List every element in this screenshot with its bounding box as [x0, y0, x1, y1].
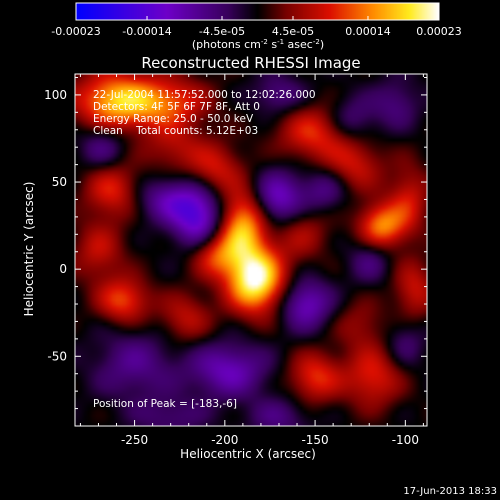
colorbar-tick-label: -4.5e-05	[199, 25, 245, 38]
chart-title: Reconstructed RHESSI Image	[141, 54, 360, 72]
x-tick-label: -250	[121, 433, 148, 447]
colorbar-tick-label: -0.00023	[51, 25, 100, 38]
x-tick-label: -150	[301, 433, 328, 447]
colorbar-frame	[75, 2, 440, 21]
peak-position-label: Position of Peak = [-183,-6]	[93, 398, 237, 410]
colorbar-tick-label: -0.00014	[122, 25, 171, 38]
colorbar-tick-label: 0.00023	[416, 25, 462, 38]
footer-date: 17-Jun-2013 18:33	[403, 486, 497, 497]
y-tick-label: -50	[47, 349, 67, 363]
colorbar-ticks: -0.00023 -0.00014 -4.5e-05 4.5e-05 0.00014 0.…	[51, 16, 462, 38]
y-axis-label: Heliocentric Y (arcsec)	[22, 182, 36, 317]
y-tick-label: 50	[52, 175, 67, 189]
x-tick-label: -100	[392, 433, 419, 447]
annotation-clean-counts: Clean Total counts: 5.12E+03	[93, 125, 258, 137]
annotation-time-range: 22-Jul-2004 11:57:52.000 to 12:02:26.000	[93, 89, 316, 101]
colorbar-tick-label: 4.5e-05	[272, 25, 314, 38]
colorbar-tick-label: 0.00014	[345, 25, 391, 38]
axis-ticks: -250 -200 -150 -100 -50 0 50 100	[44, 74, 427, 447]
y-tick-label: 100	[44, 88, 67, 102]
plot-area: -250 -200 -150 -100 -50 0 50 100	[44, 73, 428, 447]
annotation-block: 22-Jul-2004 11:57:52.000 to 12:02:26.000…	[93, 89, 316, 410]
x-tick-label: -200	[211, 433, 238, 447]
x-axis-label: Heliocentric X (arcsec)	[180, 447, 316, 461]
annotation-energy-range: Energy Range: 25.0 - 50.0 keV	[93, 113, 254, 125]
plot-frame	[74, 73, 428, 427]
colorbar-gradient	[76, 3, 439, 20]
colorbar-unit-label: (photons cm-2 s-1 asec-2)	[192, 38, 324, 51]
colorbar: -0.00023 -0.00014 -4.5e-05 4.5e-05 0.00014 0.…	[51, 2, 462, 51]
annotation-detectors: Detectors: 4F 5F 6F 7F 8F, Att 0	[93, 101, 260, 113]
y-tick-label: 0	[59, 262, 67, 276]
heatmap-image	[75, 74, 427, 426]
